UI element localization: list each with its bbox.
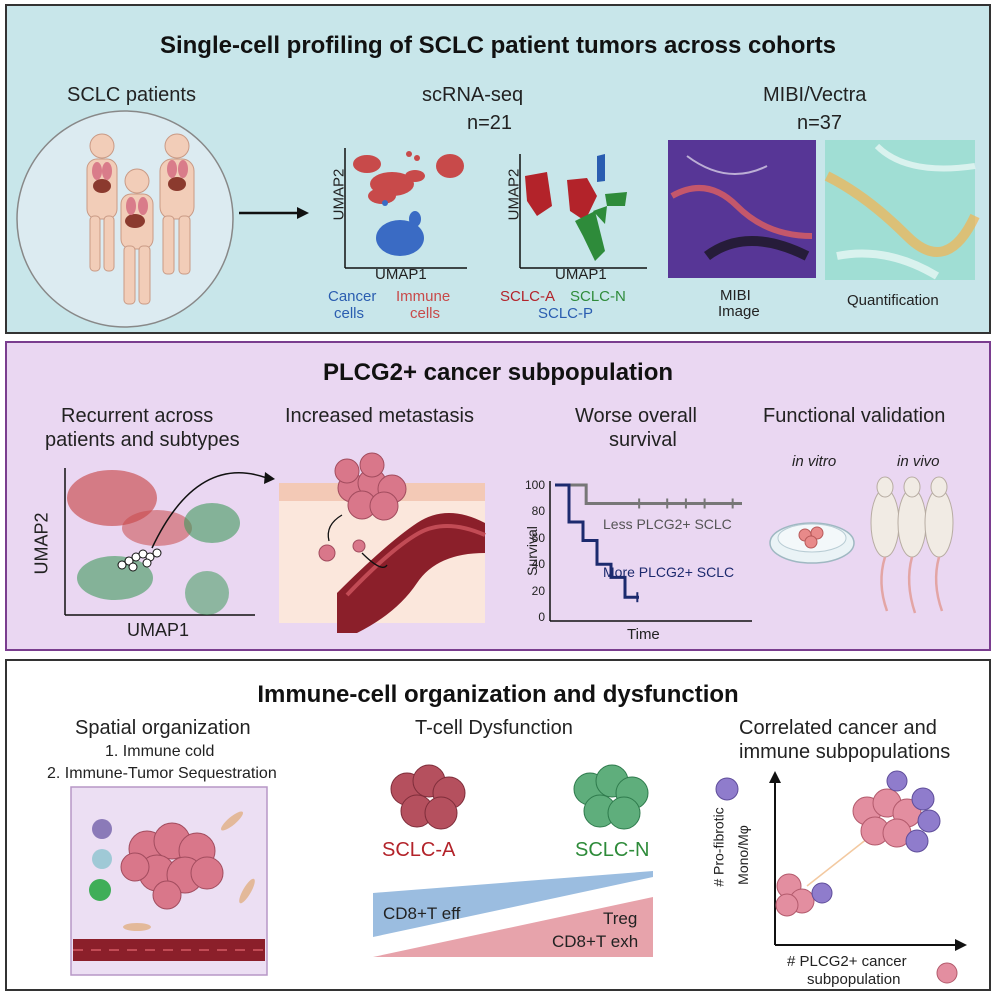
sclc-a-label: SCLC-A <box>500 288 556 305</box>
panel1-graphics <box>16 110 980 328</box>
survival-y-tick: 40 <box>531 557 545 572</box>
cd8-exh-label: CD8+T exh <box>552 932 639 951</box>
sclc-p-label: SCLC-P <box>538 305 594 322</box>
mibi-label: MIBI/Vectra <box>763 84 867 106</box>
immune-cells-label-2: cells <box>410 305 441 322</box>
umap-plot-cancer-immune <box>344 148 467 269</box>
panel-immune-organization: Immune-cell organization and dysfunction… <box>5 659 991 991</box>
survival-chart <box>549 481 752 622</box>
in-vitro-label: in vitro <box>792 453 837 470</box>
mice <box>870 476 954 614</box>
patient-organs <box>93 177 186 228</box>
sclc-n-cluster <box>573 764 649 830</box>
scrna-n: n=21 <box>467 112 513 134</box>
mibi-image <box>668 140 816 278</box>
patients-label: SCLC patients <box>67 84 196 106</box>
umap2-label-c: UMAP2 <box>31 512 52 575</box>
sclc-a-cluster <box>390 764 466 830</box>
cd8-eff-wedge <box>373 871 653 937</box>
recurrent-label-2: patients and subtypes <box>45 429 240 451</box>
panel3-title: Immune-cell organization and dysfunction <box>257 681 739 708</box>
umap1-label-b: UMAP1 <box>555 266 607 283</box>
sclc-a-label-p3: SCLC-A <box>382 839 456 861</box>
panel-single-cell-profiling: Single-cell profiling of SCLC patient tu… <box>5 4 991 334</box>
umap-plot-subtypes <box>519 154 647 269</box>
umap2-label-a: UMAP2 <box>330 168 348 221</box>
panel1-title: Single-cell profiling of SCLC patient tu… <box>159 32 837 59</box>
umap1-label-a: UMAP1 <box>375 266 427 283</box>
cancer-cells-label-2: cells <box>334 305 365 322</box>
spatial-tissue-box <box>70 786 268 976</box>
survival-y-tick: 20 <box>531 583 545 598</box>
in-vivo-label: in vivo <box>897 453 940 470</box>
treg-wedge <box>373 897 653 957</box>
quantification-label: Quantification <box>847 292 939 309</box>
mibi-image-label-1: MIBI <box>720 287 751 304</box>
sclc-n-label-p3: SCLC-N <box>575 839 650 861</box>
tcell-label: T-cell Dysfunction <box>415 717 573 739</box>
survival-time-label: Time <box>627 626 660 643</box>
spatial-item-2: 2. Immune-Tumor Sequestration <box>47 765 277 782</box>
functional-validation-label: Functional validation <box>763 405 946 427</box>
correlation-x-label-1: # PLCG2+ cancer <box>787 953 907 970</box>
recurrent-label-1: Recurrent across <box>61 405 214 427</box>
treg-label: Treg <box>603 909 638 928</box>
panel2-title: PLCG2+ cancer subpopulation <box>322 359 674 386</box>
petri-dish <box>769 522 855 564</box>
correlation-y-label-1: # Pro-fibrotic <box>710 807 727 887</box>
patient-lungs <box>92 160 188 215</box>
survival-y-tick: 80 <box>531 504 545 519</box>
panel3-graphics <box>70 764 967 984</box>
cancer-cells-label-1: Cancer <box>328 288 377 305</box>
metastasis-label: Increased metastasis <box>285 405 474 427</box>
mibi-n: n=37 <box>797 112 843 134</box>
survival-series-less <box>555 483 742 505</box>
scrna-label: scRNA-seq <box>422 84 524 106</box>
spatial-item-1: 1. Immune cold <box>105 743 215 760</box>
worse-survival-label-2: survival <box>609 429 677 451</box>
metastasis-illustration <box>279 452 486 633</box>
correlated-label-1: Correlated cancer and <box>739 717 937 739</box>
survival-y-tick: 0 <box>538 610 545 624</box>
survival-series-more <box>555 483 639 599</box>
less-plcg2-label: Less PLCG2+ SCLC <box>603 516 732 532</box>
immune-cells-label-1: Immune <box>396 288 451 305</box>
panel-plcg2-subpopulation: PLCG2+ cancer subpopulation Recurrent ac… <box>5 341 991 651</box>
umap1-label-c: UMAP1 <box>127 620 190 640</box>
quantification-image <box>824 140 980 280</box>
correlation-x-label-2: subpopulation <box>807 971 901 988</box>
spatial-label: Spatial organization <box>75 717 251 739</box>
cd8-eff-label: CD8+T eff <box>383 904 461 923</box>
correlation-y-label-2: Mono/Mφ <box>734 825 751 885</box>
survival-y-tick: 60 <box>531 530 545 545</box>
more-plcg2-label: More PLCG2+ SCLC <box>603 564 735 580</box>
correlation-plot <box>715 770 967 984</box>
survival-y-tick: 100 <box>525 478 546 492</box>
mibi-image-label-2: Image <box>718 303 760 320</box>
umap2-label-b: UMAP2 <box>505 168 523 221</box>
sclc-n-label: SCLC-N <box>570 288 626 305</box>
correlated-label-2: immune subpopulations <box>739 741 951 763</box>
umap-plot-recurrent <box>64 468 275 616</box>
worse-survival-label-1: Worse overall <box>575 405 697 427</box>
panel2-graphics <box>64 452 954 633</box>
